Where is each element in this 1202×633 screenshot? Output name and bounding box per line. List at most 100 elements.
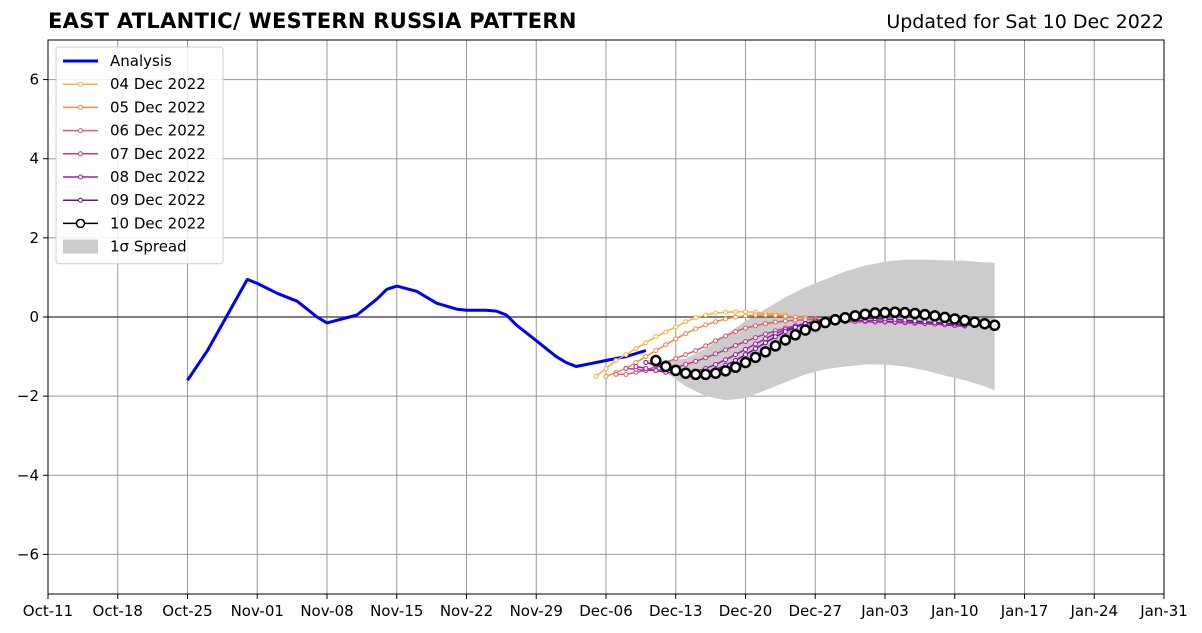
forecast-point [713,361,719,367]
latest-point [689,368,702,381]
forecast-point [653,367,659,373]
forecast-point [703,322,709,328]
legend-entry: 04 Dec 2022 [63,75,206,93]
forecast-point [593,373,599,379]
forecast-point [683,361,689,367]
legend-label: 05 Dec 2022 [110,98,206,116]
forecast-point [902,317,908,323]
legend-entry: 08 Dec 2022 [63,168,206,186]
legend-entry: 06 Dec 2022 [63,122,206,140]
forecast-point [653,334,659,340]
legend-label: 04 Dec 2022 [110,75,206,93]
forecast-point [762,321,768,327]
x-tick-label: Nov-22 [440,602,493,620]
forecast-point [673,356,679,362]
y-tick-label: 4 [29,150,39,168]
legend-label: 09 Dec 2022 [110,191,206,209]
legend-marker [78,81,83,87]
forecast-point [723,357,729,363]
forecast-point [782,318,788,324]
forecast-point [772,334,778,340]
forecast-point [743,325,748,331]
forecast-point [762,312,768,318]
latest-point [769,340,782,352]
latest-point [968,316,981,328]
forecast-point [693,315,699,321]
forecast-point [772,319,778,325]
forecast-point [633,360,639,366]
forecast-point [792,317,798,323]
legend-swatch [63,239,98,254]
latest-point [749,351,762,364]
forecast-point [743,339,748,345]
forecast-point [752,341,758,347]
forecast-point [733,352,739,358]
latest-point [859,308,871,320]
forecast-point [743,352,748,358]
x-tick-label: Jan-24 [1069,602,1118,620]
forecast-point [792,324,798,330]
forecast-point [643,360,649,366]
y-tick-label: −6 [17,545,39,563]
latest-point [660,360,672,373]
latest-point [958,314,971,327]
forecast-point [703,343,709,349]
forecast-point [683,319,689,325]
y-tick-label: 0 [29,308,39,326]
latest-point [919,308,931,321]
legend-entry: 10 Dec 2022 [63,214,206,232]
x-tick-label: Oct-18 [93,602,143,620]
forecast-point [623,352,629,358]
forecast-point [743,346,748,352]
latest-point [759,346,772,358]
legend-label: 10 Dec 2022 [110,214,206,232]
legend-entry: 1σ Spread [63,238,187,256]
forecast-point [743,313,748,319]
latest-point [739,356,752,369]
x-tick-label: Oct-11 [23,602,73,620]
forecast-point [762,340,768,346]
latest-point [679,367,692,379]
latest-point [729,361,742,374]
latest-point [789,329,802,341]
forecast-point [713,310,719,316]
forecast-line [605,314,816,378]
latest-point [829,314,841,326]
latest-point [949,313,961,325]
forecast-point [733,342,739,348]
latest-point [799,324,812,336]
legend-entry: 09 Dec 2022 [63,191,206,209]
x-tick-label: Dec-20 [719,602,773,620]
latest-point [889,306,901,319]
forecast-point [782,313,788,319]
forecast-line [625,320,955,372]
chart-title: EAST ATLANTIC/ WESTERN RUSSIA PATTERN [48,9,577,33]
latest-point [809,320,821,332]
latest-point [879,306,891,319]
forecast-point [693,326,699,332]
x-tick-label: Jan-10 [930,602,979,620]
latest-forecast [650,306,1001,381]
latest-point [839,312,851,324]
forecast-point [733,309,739,315]
latest-point [869,307,881,319]
latest-point [819,316,831,329]
forecast-point [603,365,609,371]
latest-point [988,319,1001,332]
forecast-point [723,309,729,315]
legend-entry: 05 Dec 2022 [63,98,206,116]
x-tick-label: Jan-31 [1139,602,1188,620]
legend-marker [78,128,83,134]
forecast-point [693,358,699,364]
forecast-point [752,323,758,329]
legend-label: Analysis [110,52,172,70]
latest-point [709,367,722,379]
forecast-point [643,365,649,371]
forecast-point [733,314,739,320]
forecast-point [683,331,689,337]
latest-point [899,306,911,319]
legend-box [55,46,224,265]
forecast-05-dec-2022 [603,312,818,379]
forecast-point [643,354,649,360]
